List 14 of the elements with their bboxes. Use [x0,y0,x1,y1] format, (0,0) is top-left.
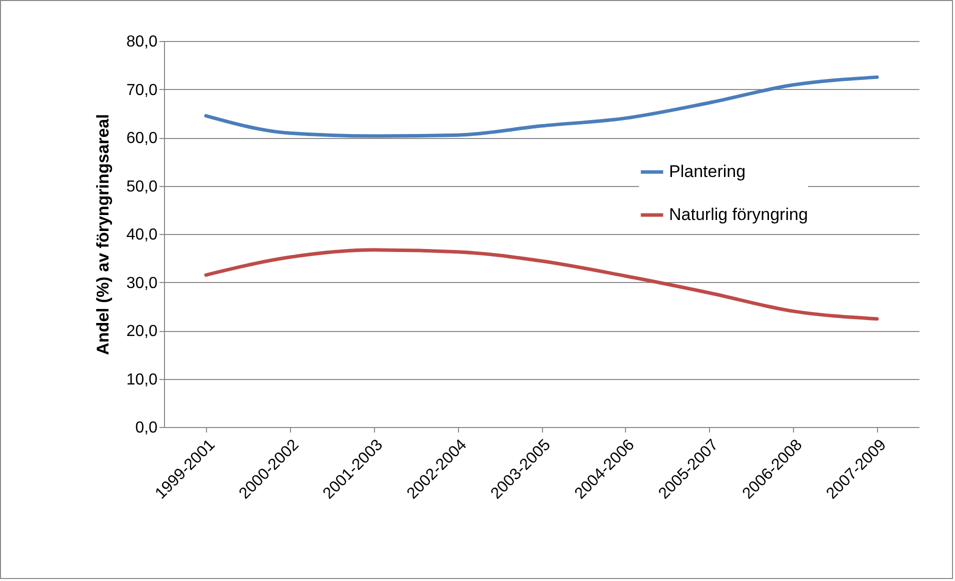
legend-label: Plantering [669,162,746,181]
y-axis-title: Andel (%) av föryngringsareal [93,114,112,355]
y-tick-label: 60,0 [126,130,158,147]
y-tick-label: 30,0 [126,274,158,292]
y-tick-label: 40,0 [126,226,158,244]
y-tick-label: 10,0 [126,371,158,388]
y-tick-label: 70,0 [126,82,158,99]
y-tick-label: 50,0 [126,178,158,196]
y-tick-label: 20,0 [126,323,158,340]
y-tick-label: 0,0 [135,420,158,436]
legend-label: Naturlig föryngring [669,205,808,224]
line-series [204,248,879,321]
y-tick-label: 80,0 [126,34,158,50]
line-series [204,75,879,138]
